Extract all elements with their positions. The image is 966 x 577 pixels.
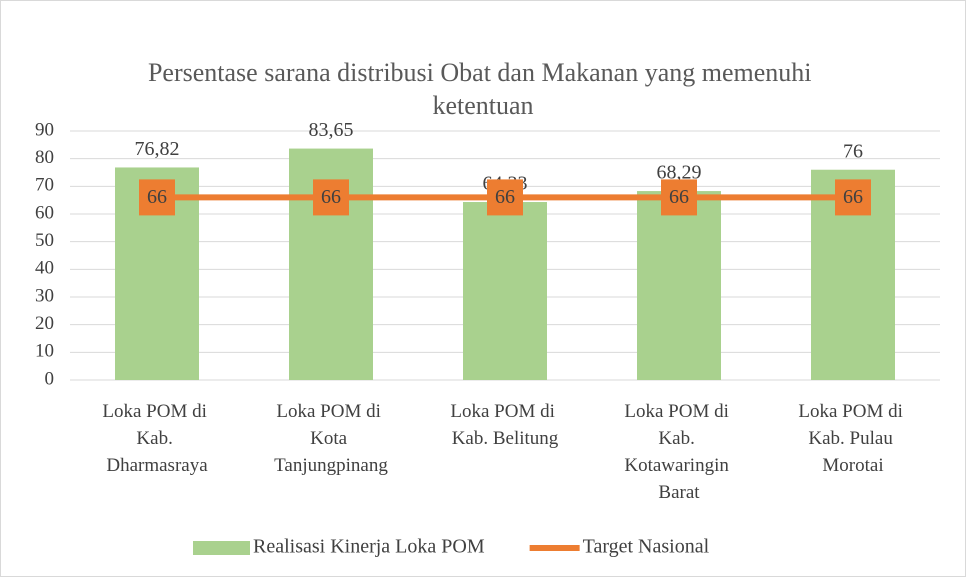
bar [463,202,547,380]
y-tick-label: 20 [35,313,54,334]
y-tick-label: 80 [35,147,54,168]
bar-value-label: 83,65 [309,119,354,141]
line-value-label: 66 [843,186,863,208]
x-tick-label: Loka POM di Kab. Kotawaringin Barat [624,401,733,503]
line-value-label: 66 [669,186,689,208]
x-tick-label: Loka POM di Kab. Pulau Morotai [798,401,907,476]
line-label-box [661,179,697,216]
line-label-box [313,179,349,216]
bar-value-label: 68,29 [657,162,702,184]
y-tick-label: 70 [35,175,54,196]
y-tick-label: 60 [35,202,54,223]
line-value-label: 66 [495,186,515,208]
y-tick-label: 30 [35,285,54,306]
line-label-box [835,179,871,216]
bar [637,191,721,380]
x-tick-label: Loka POM di Kota Tanjungpinang [274,401,388,476]
y-tick-label: 0 [45,368,55,389]
bar-value-label: 76 [843,140,863,162]
legend-label: Target Nasional [583,536,710,558]
bar-value-label: 76,82 [135,138,180,160]
legend-swatch [193,541,250,555]
y-tick-label: 10 [35,341,54,362]
x-tick-label: Loka POM di Kab. Dharmasraya [102,401,211,476]
line-value-label: 66 [147,186,167,208]
y-tick-label: 90 [35,119,54,140]
y-tick-label: 50 [35,230,54,251]
y-tick-label: 40 [35,258,54,279]
chart-title: Persentase sarana distribusi Obat dan Ma… [148,58,818,120]
line-label-box [487,179,523,216]
line-value-label: 66 [321,186,341,208]
line-label-box [139,179,175,216]
x-tick-label: Loka POM di Kab. Belitung [450,401,559,449]
legend-label: Realisasi Kinerja Loka POM [253,536,485,558]
